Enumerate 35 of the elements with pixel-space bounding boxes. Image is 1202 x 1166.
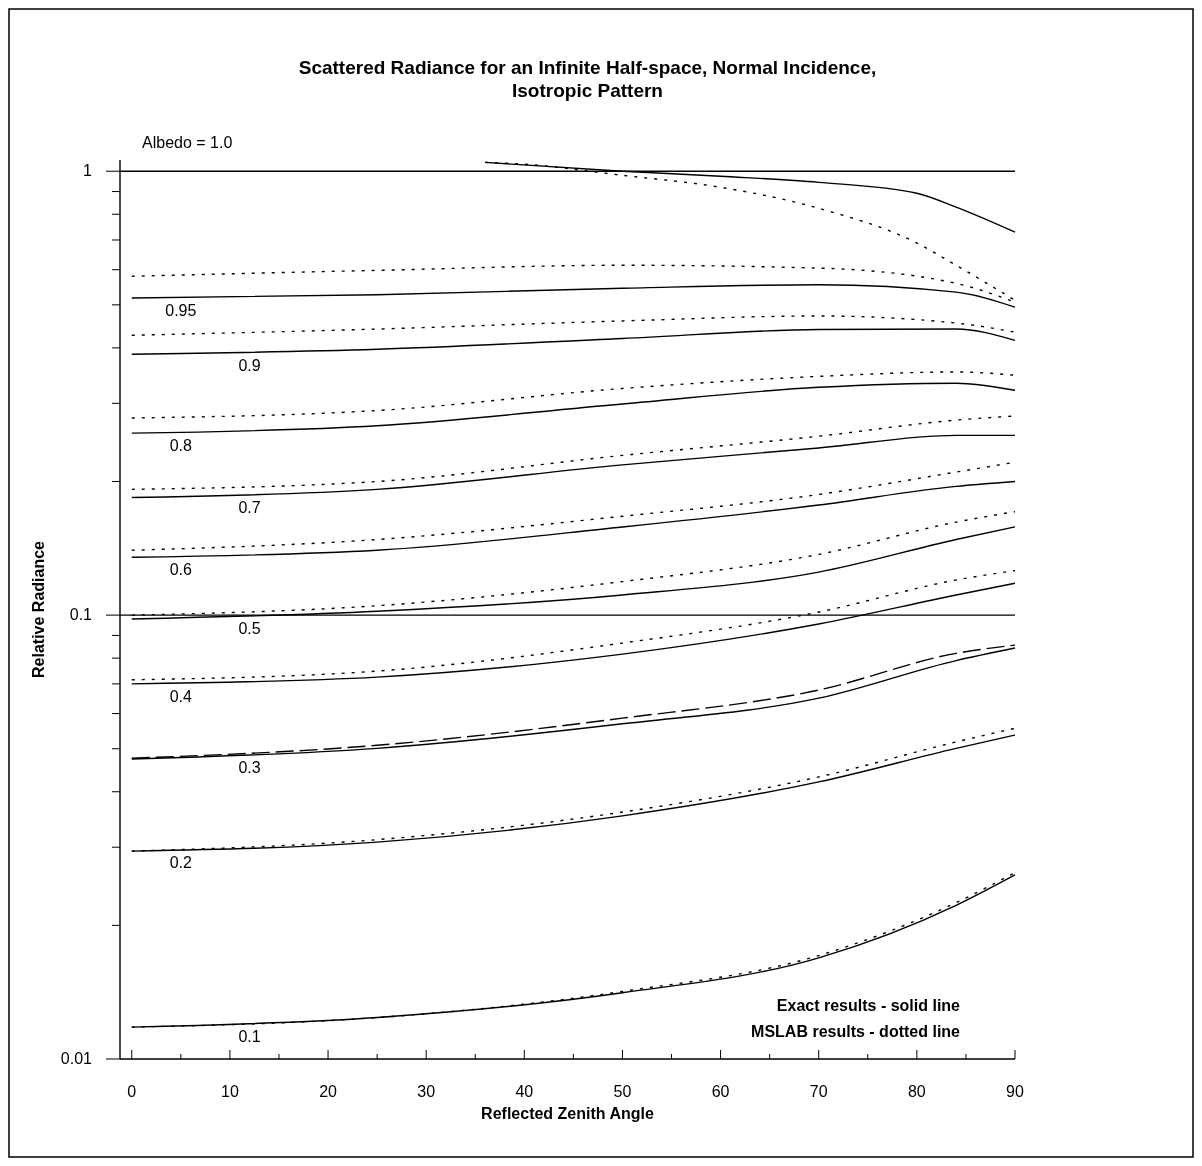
x-tick-label: 10 (221, 1083, 239, 1100)
text: Albedo = 1.0 (142, 134, 233, 151)
annotation: MSLAB results - dotted line (751, 1023, 961, 1040)
series-label: 0.95 (165, 302, 197, 320)
y-tick-label: 0.1 (69, 606, 93, 624)
series-label: 0.5 (238, 620, 261, 638)
x-tick-label: 50 (613, 1083, 632, 1100)
x-tick-label: 80 (907, 1083, 926, 1100)
x-tick-label: 90 (1006, 1083, 1024, 1100)
x-tick-label: 70 (809, 1083, 828, 1100)
y-tick-label: 0.01 (60, 1050, 93, 1067)
chart-title: Scattered Radiance for an Infinite Half-space, Normal Incidence, Isotropic Pattern (298, 57, 877, 101)
series-label: 0.9 (238, 356, 261, 374)
y-axis-title: Relative Radiance (30, 540, 47, 678)
x-tick-label: 30 (417, 1083, 436, 1100)
series-label: 0.3 (238, 758, 261, 776)
annotation: Exact results - solid line (776, 997, 961, 1014)
x-axis-title: Reflected Zenith Angle (481, 1105, 654, 1122)
series-label: 0.4 (169, 687, 193, 705)
line-series (131, 328, 1016, 355)
series-label: 0.2 (169, 854, 193, 872)
x-tick-label: 60 (711, 1083, 730, 1100)
y-tick-label: 1 (83, 162, 93, 180)
x-tick-label: 20 (319, 1083, 338, 1100)
line-series (131, 315, 1016, 336)
x-tick-label: 0 (127, 1083, 137, 1100)
line-series (131, 371, 1016, 419)
x-tick-label: 40 (515, 1083, 534, 1100)
series-label: 0.1 (238, 1027, 261, 1045)
line-series (131, 434, 1016, 499)
series-label: 0.6 (169, 560, 193, 578)
series-label: 0.8 (169, 436, 193, 454)
line-series (131, 480, 1016, 558)
line-series (131, 382, 1016, 434)
series-label: 0.7 (238, 498, 261, 516)
